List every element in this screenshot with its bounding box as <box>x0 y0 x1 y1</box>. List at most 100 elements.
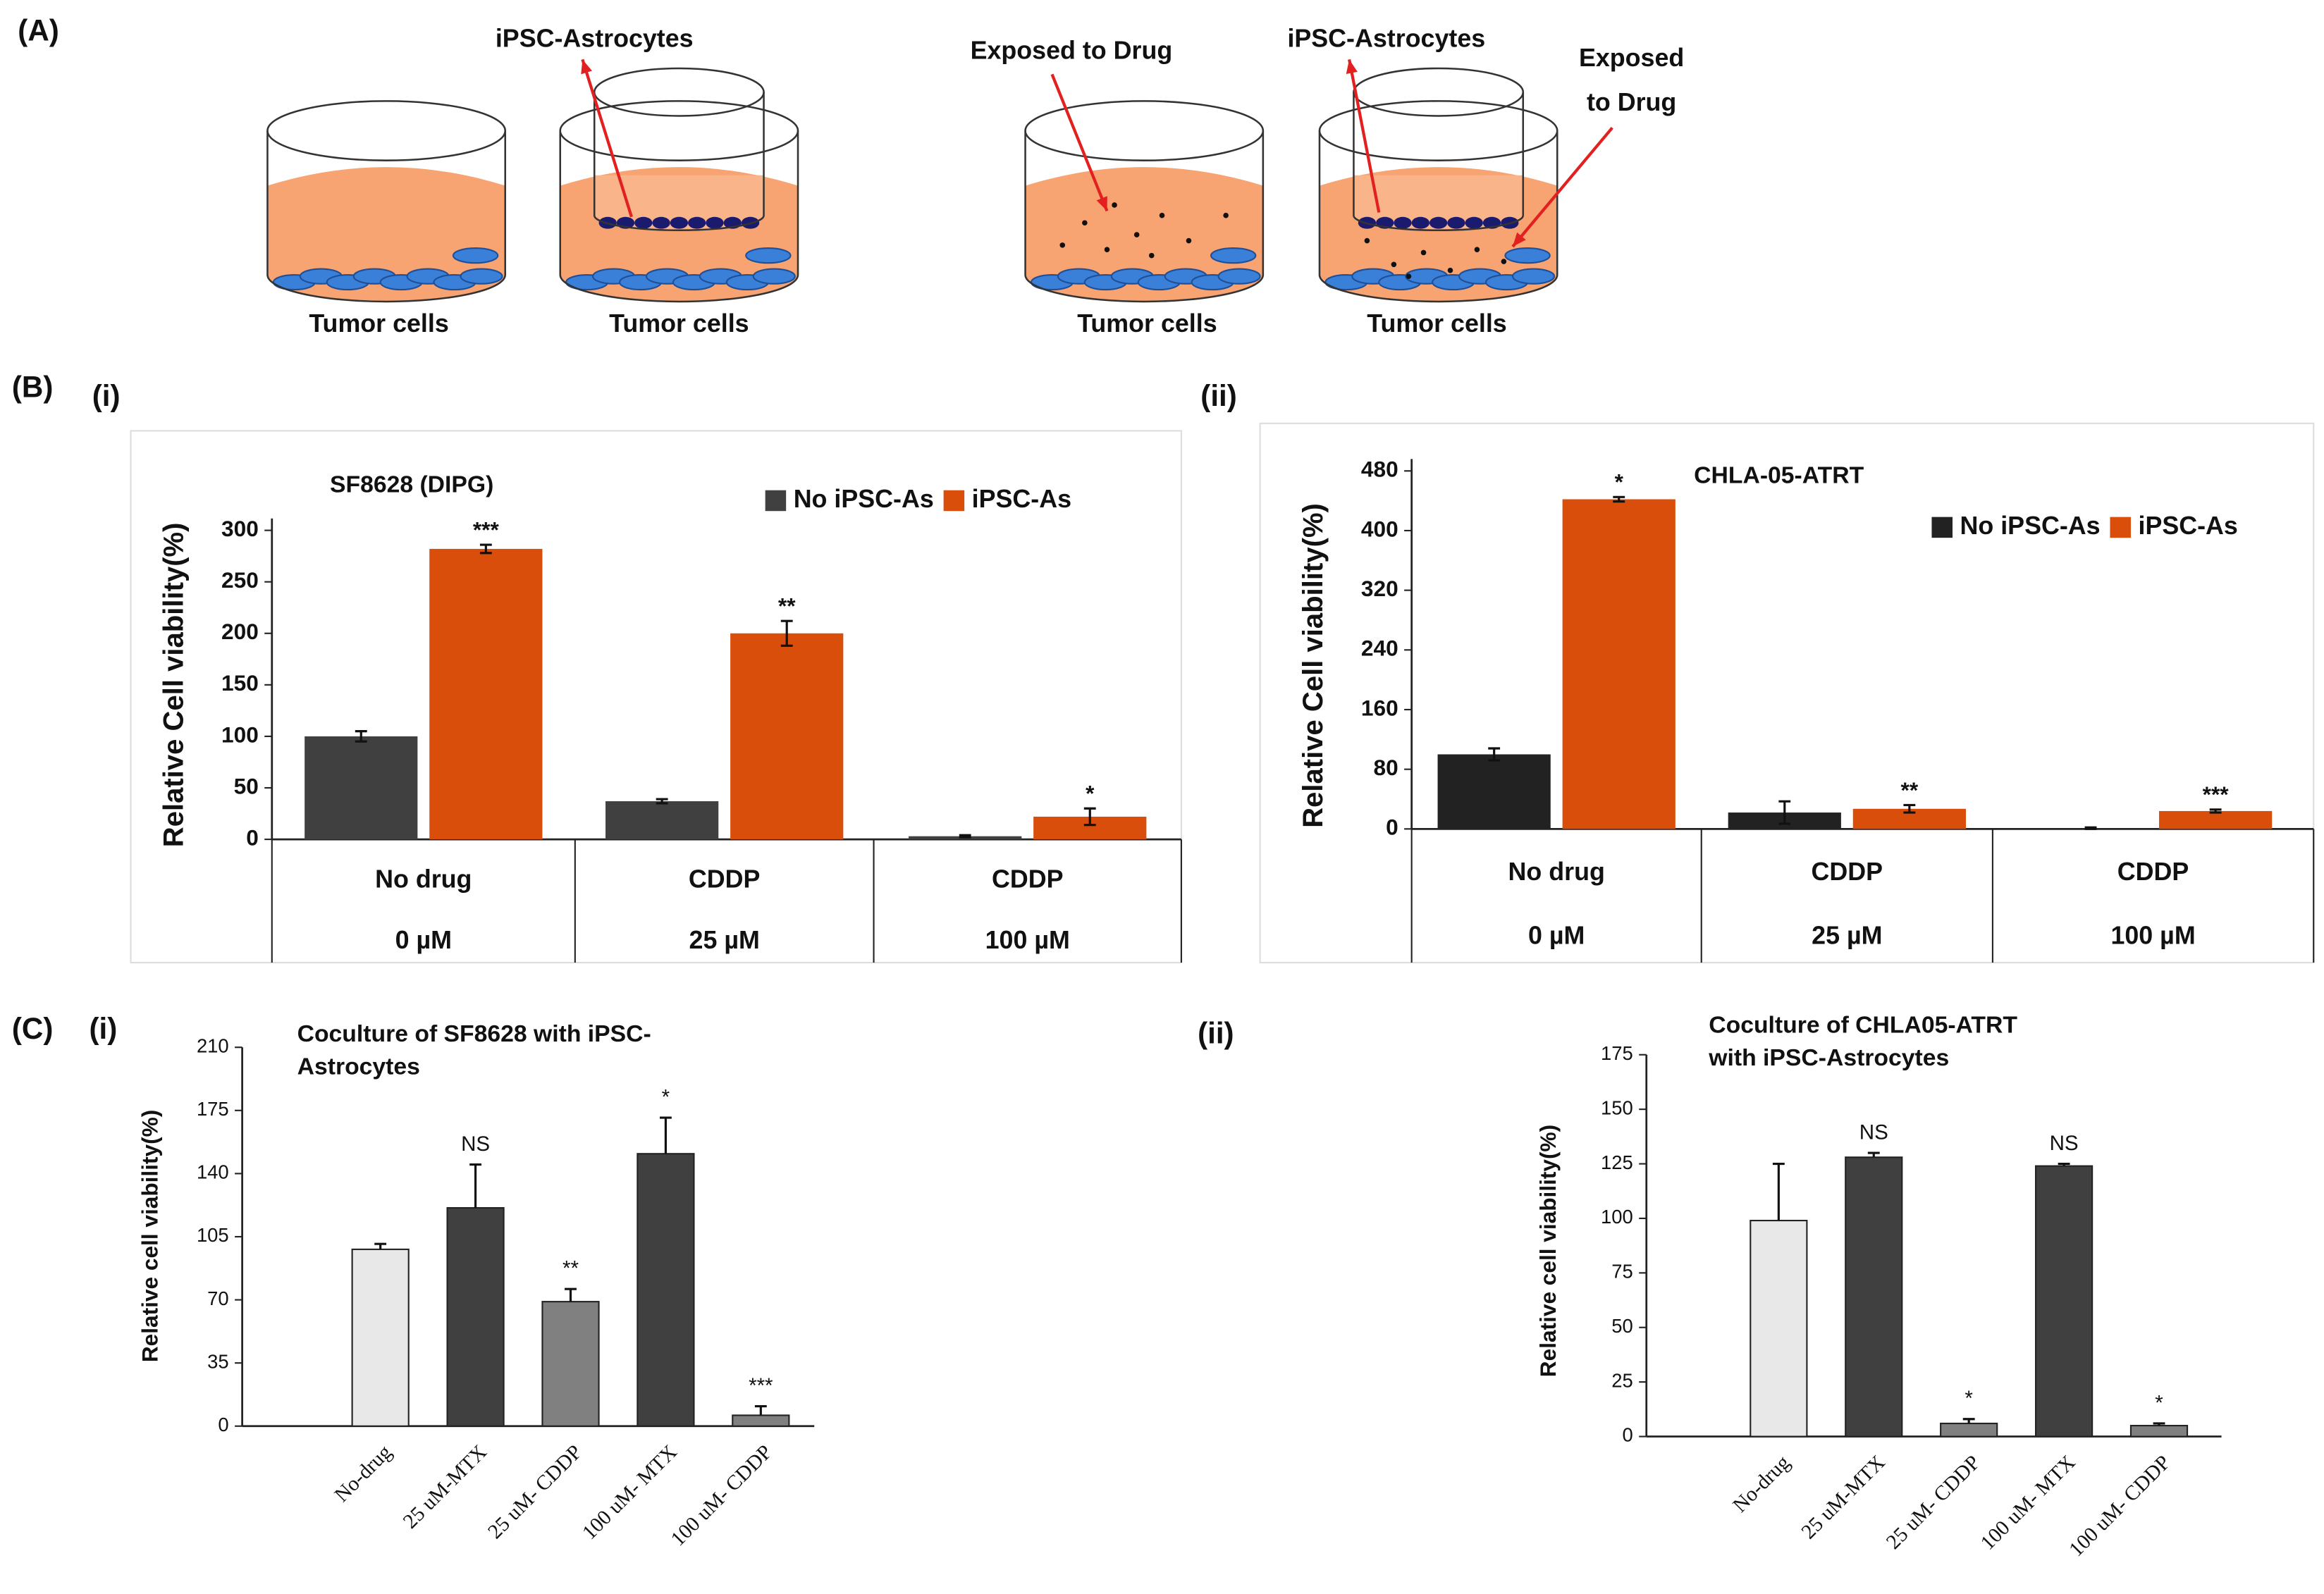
significance: * <box>1615 469 1624 495</box>
significance: NS <box>461 1132 490 1156</box>
panel-frame <box>1259 422 2315 964</box>
diagram-label: Tumor cells <box>309 309 448 338</box>
panel-label: (i) <box>92 379 121 412</box>
bar <box>1562 499 1676 829</box>
y-tick-label: 200 <box>221 619 259 644</box>
x-tick-label: 100 µM <box>985 926 1070 954</box>
rim <box>1318 100 1558 161</box>
x-tick-label: No-drug <box>1728 1451 1794 1516</box>
bar <box>2129 1424 2189 1438</box>
x-tick-label: 0 µM <box>395 926 452 954</box>
drug <box>1112 202 1117 208</box>
panel-label: (A) <box>18 14 59 47</box>
significance: *** <box>2203 781 2230 807</box>
arrow <box>1511 126 1613 248</box>
bar <box>730 633 844 840</box>
drug <box>1501 259 1507 264</box>
y-axis-label: Relative cell viability(%) <box>137 1110 162 1362</box>
x-tick-label: 100 uM- CDDP <box>667 1441 777 1551</box>
astrocyte <box>1465 216 1483 229</box>
x-tick-label: CDDP <box>1812 858 1883 886</box>
cell <box>745 247 792 264</box>
y-tick-label: 175 <box>197 1098 229 1120</box>
insert-rim <box>1353 67 1525 117</box>
bar <box>541 1301 600 1427</box>
y-tick-label: 140 <box>197 1161 229 1183</box>
insert-wall <box>1353 92 1525 232</box>
y-tick-label: 250 <box>221 567 259 593</box>
diagram-label: Tumor cells <box>1367 309 1506 338</box>
drug <box>1059 242 1066 248</box>
chart-title: Astrocytes <box>297 1054 420 1080</box>
rim <box>1024 100 1265 161</box>
astrocyte <box>1394 216 1412 229</box>
x-tick-label: 25 µM <box>689 926 760 954</box>
legend-label: iPSC-As <box>972 485 1071 513</box>
y-tick-label: 480 <box>1361 457 1398 482</box>
x-tick-label: 25 uM-MTX <box>1797 1451 1890 1543</box>
y-tick-label: 160 <box>1361 695 1398 720</box>
panel-frame <box>130 430 1182 964</box>
y-tick-label: 320 <box>1361 576 1398 601</box>
arrow-head <box>581 59 592 75</box>
arrow <box>581 58 633 218</box>
astrocyte <box>1447 216 1465 229</box>
astrocyte <box>652 216 670 229</box>
y-tick-label: 80 <box>1374 755 1398 780</box>
cell <box>1217 268 1261 285</box>
diagram-label: Exposed <box>1579 44 1684 72</box>
medium <box>1025 167 1263 302</box>
base <box>559 274 799 303</box>
y-tick-label: 210 <box>197 1034 229 1056</box>
y-tick-label: 300 <box>221 516 259 541</box>
y-tick-label: 0 <box>1386 815 1398 840</box>
bar <box>305 736 418 840</box>
y-tick-label: 150 <box>1601 1096 1633 1118</box>
insert-wall <box>593 92 765 232</box>
significance: NS <box>2050 1132 2079 1155</box>
x-tick-label: No-drug <box>331 1440 396 1506</box>
medium <box>267 167 505 302</box>
x-tick-label: 0 µM <box>1528 922 1585 950</box>
x-tick-label: 100 uM- MTX <box>578 1441 682 1545</box>
astrocyte <box>688 216 706 229</box>
rim <box>266 100 507 161</box>
legend-label: No iPSC-As <box>1960 512 2101 540</box>
x-tick-label: 100 uM- CDDP <box>2065 1451 2175 1561</box>
base <box>1318 274 1558 303</box>
bar <box>446 1206 505 1427</box>
bar <box>732 1414 790 1427</box>
astrocyte <box>634 216 653 229</box>
diagram <box>266 58 1613 303</box>
diagram-label: to Drug <box>1587 88 1676 116</box>
panel-label: (ii) <box>1198 1016 1234 1049</box>
insert-rim <box>593 67 765 117</box>
y-tick-label: 50 <box>1611 1315 1633 1337</box>
y-tick-label: 0 <box>218 1414 228 1435</box>
diagram-label: iPSC-Astrocytes <box>1287 24 1485 52</box>
drug <box>1391 261 1397 268</box>
significance: *** <box>473 517 500 542</box>
arrow-head <box>1513 232 1526 247</box>
legend-swatch <box>1931 517 1953 538</box>
panel-label: (ii) <box>1200 379 1237 412</box>
y-axis-label: Relative Cell viability(%) <box>158 522 189 847</box>
drug <box>1104 247 1110 252</box>
x-tick-label: CDDP <box>689 865 761 894</box>
bar <box>351 1248 410 1427</box>
bar <box>1750 1219 1808 1438</box>
bar <box>2034 1165 2094 1438</box>
diagram-label: Exposed to Drug <box>971 36 1173 64</box>
astrocyte <box>1411 216 1430 229</box>
diagram-label: Tumor cells <box>609 309 749 338</box>
bar <box>429 548 543 840</box>
significance: *** <box>749 1374 773 1397</box>
x-tick-label: 25 µM <box>1812 922 1882 950</box>
legend-label: No iPSC-As <box>794 485 934 513</box>
y-tick-label: 240 <box>1361 636 1398 661</box>
chart-title: Coculture of SF8628 with iPSC- <box>297 1020 651 1047</box>
diagram-label: Tumor cells <box>1077 309 1217 338</box>
x-tick-label: 25 uM- CDDP <box>484 1441 586 1543</box>
significance: NS <box>1859 1120 1888 1144</box>
